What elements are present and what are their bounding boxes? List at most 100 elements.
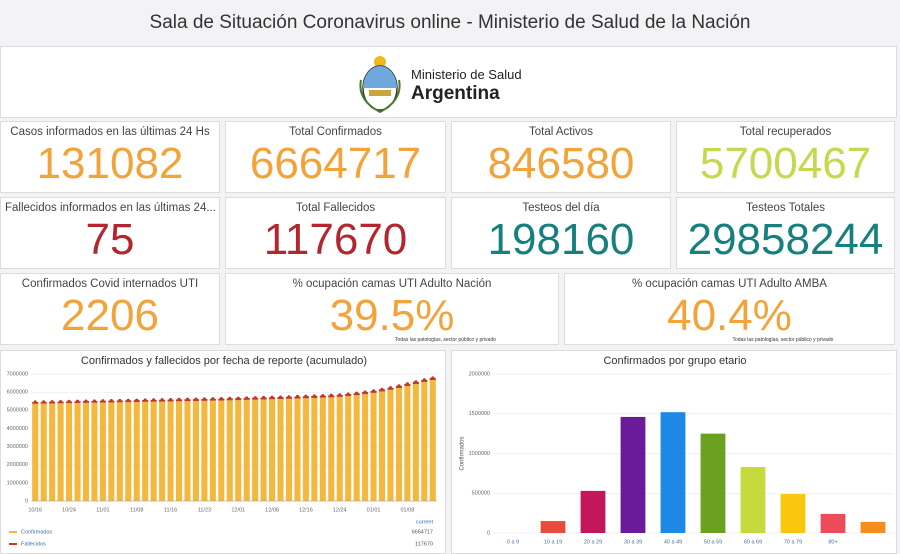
point-marker xyxy=(431,376,435,380)
point-marker xyxy=(414,380,418,384)
bar xyxy=(580,490,606,533)
bar xyxy=(780,494,806,533)
point-marker xyxy=(278,395,283,399)
point-marker xyxy=(397,384,401,388)
legend-value: 6664717 xyxy=(412,529,433,535)
kpi-label: % ocupación camas UTI Adulto AMBA xyxy=(632,278,827,290)
point-marker xyxy=(168,397,173,402)
bar-segment xyxy=(66,403,73,501)
point-marker xyxy=(338,393,342,397)
point-marker xyxy=(219,396,223,401)
kpi-value: 6664717 xyxy=(249,139,422,188)
bar-segment xyxy=(269,399,276,501)
kpi-card: Fallecidos informados en las últimas 24.… xyxy=(0,197,220,269)
kpi-label: Testeos del día xyxy=(522,202,600,214)
bar-segment xyxy=(429,380,436,501)
point-marker xyxy=(422,378,426,382)
bar xyxy=(700,433,726,533)
kpi-label: Total Activos xyxy=(529,126,593,138)
point-marker xyxy=(388,386,393,390)
point-marker xyxy=(185,397,190,401)
bar-segment xyxy=(125,402,132,501)
point-marker xyxy=(42,400,46,404)
kpi-label: Total Confirmados xyxy=(289,126,382,138)
x-tick-label: 01/08 xyxy=(401,507,415,513)
point-marker xyxy=(270,395,274,399)
bar-segment xyxy=(167,401,174,501)
point-marker xyxy=(50,400,54,404)
bar-segment xyxy=(108,402,115,501)
kpi-value: 846580 xyxy=(487,139,635,188)
bar-segment xyxy=(99,402,106,501)
kpi-value: 131082 xyxy=(36,139,184,188)
bar-segment xyxy=(226,400,233,501)
logo-line2: Argentina xyxy=(411,83,500,104)
point-marker xyxy=(33,400,37,404)
bar-segment xyxy=(252,399,259,501)
y-tick-label: 1000000 xyxy=(469,451,490,457)
point-marker xyxy=(329,393,333,397)
bar-segment xyxy=(175,401,183,501)
kpi-label: Total Fallecidos xyxy=(295,202,376,214)
y-tick-label: 2000000 xyxy=(7,462,28,468)
bar-segment xyxy=(302,398,309,501)
bar-segment xyxy=(49,403,56,501)
kpi-value: 117670 xyxy=(263,215,408,264)
bar-segment xyxy=(319,397,326,501)
point-marker xyxy=(346,392,350,396)
kpi-label: Total recuperados xyxy=(739,126,832,138)
point-marker xyxy=(101,399,105,403)
bar-segment xyxy=(218,400,225,501)
bar-segment xyxy=(201,400,208,501)
point-marker xyxy=(405,382,409,386)
y-tick-label: 1500000 xyxy=(469,411,490,417)
bar-segment xyxy=(285,398,293,501)
x-tick-label: 11/08 xyxy=(130,507,143,513)
page-title: Sala de Situación Coronavirus online - M… xyxy=(149,12,751,33)
point-marker xyxy=(194,397,198,401)
point-marker xyxy=(355,391,359,395)
point-marker xyxy=(287,395,291,399)
bar xyxy=(740,467,766,533)
chart-box: Confirmados por grupo etario 0 500000 10000… xyxy=(451,350,897,554)
bar-segment xyxy=(404,385,411,501)
logo-box: Ministerio de Salud Argentina xyxy=(0,46,897,118)
x-tick-label: 10/16 xyxy=(28,507,42,513)
point-marker xyxy=(84,399,88,403)
legend-label: Fallecidos xyxy=(21,541,46,547)
kpi-card: Testeos del día 198160 xyxy=(451,197,671,269)
bar-segment xyxy=(294,398,301,501)
emblem xyxy=(359,56,401,114)
bar-segment xyxy=(243,399,250,501)
logo-line1: Ministerio de Salud xyxy=(411,67,522,82)
legend-header: current xyxy=(416,519,434,525)
legend-label: Confirmados xyxy=(21,529,52,535)
kpi-card: Casos informados en las últimas 24 Hs 131… xyxy=(0,121,220,193)
bar-segment xyxy=(82,402,90,501)
chart-title: Confirmados y fallecidos por fecha de re… xyxy=(81,355,367,367)
x-tick-label: 10/24 xyxy=(62,507,76,513)
bar-segment xyxy=(235,400,242,501)
point-marker xyxy=(363,390,367,394)
kpi-note: Todas las patologías, sector público y p… xyxy=(395,337,496,343)
point-marker xyxy=(312,394,316,398)
bar-segment xyxy=(209,400,216,501)
kpi-card: Total Activos 846580 xyxy=(451,121,671,193)
bar-segment xyxy=(57,403,64,501)
chart: Confirmados y fallecidos por fecha de re… xyxy=(7,355,437,547)
kpi-value: 39.5% xyxy=(329,291,455,340)
bar-segment xyxy=(378,391,386,501)
x-tick-label: 80+ xyxy=(828,539,837,545)
kpi-card: Total Confirmados 6664717 xyxy=(225,121,446,193)
bar-segment xyxy=(328,397,335,501)
point-marker xyxy=(59,399,63,404)
y-tick-label: 7000000 xyxy=(7,371,28,377)
point-marker xyxy=(152,398,156,402)
bar-segment xyxy=(345,396,352,501)
y-tick-label: 500000 xyxy=(472,491,490,497)
x-tick-label: 30 a 39 xyxy=(624,539,642,545)
point-marker xyxy=(262,395,266,400)
x-tick-label: 12/24 xyxy=(333,507,347,513)
x-tick-label: 0 a 9 xyxy=(507,539,519,545)
